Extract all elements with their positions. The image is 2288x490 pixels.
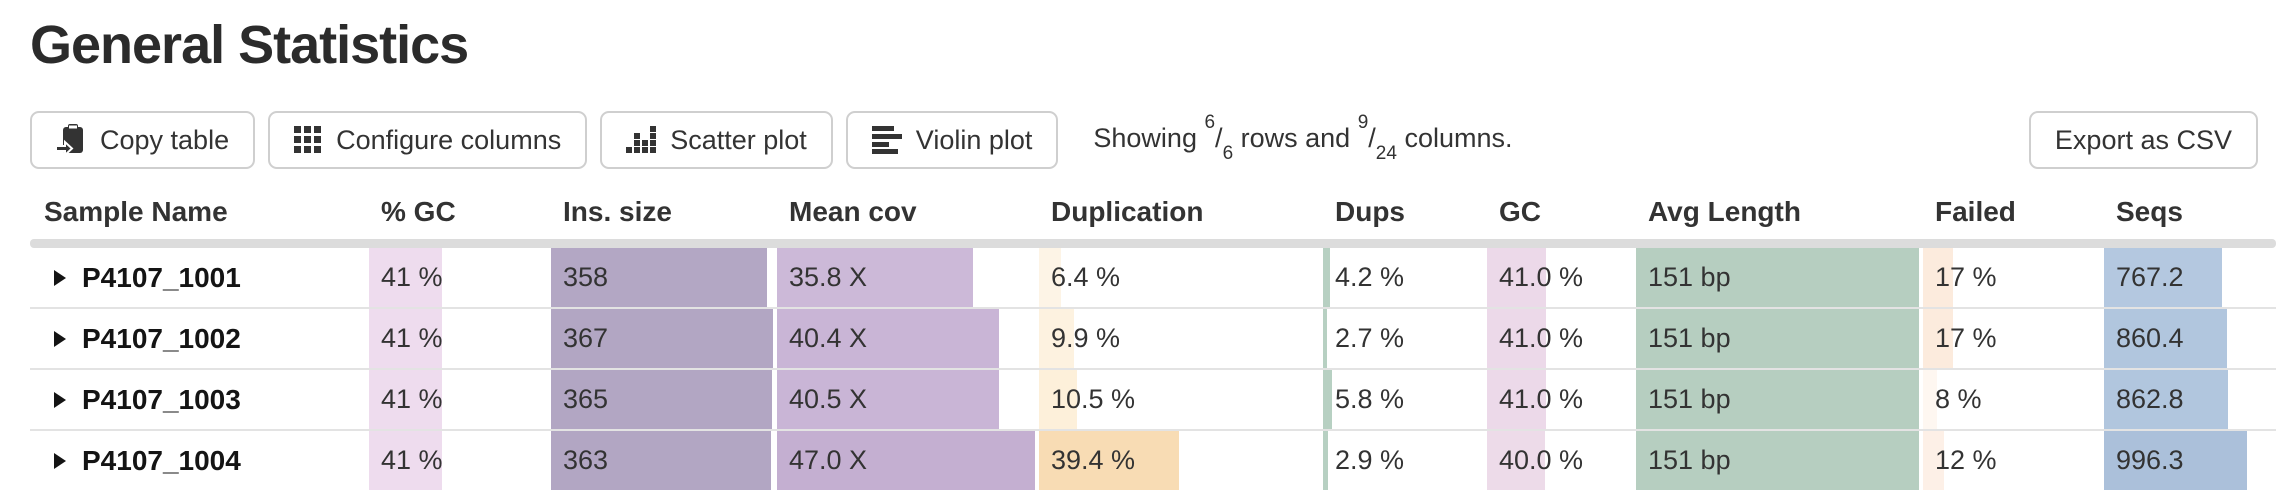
cell-duplication: 39.4 % bbox=[1039, 431, 1319, 490]
row-expand-arrow-icon bbox=[54, 330, 66, 347]
row-expand-arrow-icon bbox=[54, 452, 66, 469]
cell-gc-pct: 41 % bbox=[369, 370, 547, 429]
export-csv-button[interactable]: Export as CSV bbox=[2028, 111, 2258, 169]
cell-avg-length: 151 bp bbox=[1636, 248, 1919, 307]
cell-dups: 2.7 % bbox=[1323, 309, 1483, 368]
cell-failed: 8 % bbox=[1923, 370, 2100, 429]
scatter-dots-icon bbox=[626, 126, 657, 154]
col-header-sample-name[interactable]: Sample Name bbox=[44, 196, 228, 227]
cell-duplication: 10.5 % bbox=[1039, 370, 1319, 429]
col-header-avg-length[interactable]: Avg Length bbox=[1648, 196, 1801, 227]
sample-name-label: P4107_1004 bbox=[82, 444, 241, 476]
cell-gc-pct: 41 % bbox=[369, 431, 547, 490]
cell-gc: 41.0 % bbox=[1487, 248, 1632, 307]
configure-columns-button[interactable]: Configure columns bbox=[268, 111, 588, 169]
row-expand-arrow-icon bbox=[54, 391, 66, 408]
violin-bars-icon bbox=[871, 126, 902, 154]
cell-mean-cov: 40.5 X bbox=[777, 370, 1035, 429]
sample-name-cell[interactable]: P4107_1003 bbox=[30, 370, 365, 429]
cell-ins-size: 358 bbox=[551, 248, 773, 307]
table-body: P4107_1001 41 % 358 35.8 X 6.4 % 4.2 % 4… bbox=[30, 248, 2276, 490]
violin-plot-label: Violin plot bbox=[915, 124, 1033, 155]
table-row: P4107_1002 41 % 367 40.4 X 9.9 % 2.7 % 4… bbox=[30, 309, 2276, 370]
export-csv-label: Export as CSV bbox=[2054, 124, 2232, 155]
col-header-mean-cov[interactable]: Mean cov bbox=[789, 196, 917, 227]
showing-rows-columns-text: Showing 6/6 rows and 9/24 columns. bbox=[1093, 111, 1513, 165]
cell-avg-length: 151 bp bbox=[1636, 431, 1919, 490]
grid-icon bbox=[294, 126, 322, 154]
table-header-row: Sample Name % GC Ins. size Mean cov Dupl… bbox=[30, 192, 2276, 236]
cell-avg-length: 151 bp bbox=[1636, 370, 1919, 429]
cell-seqs: 860.4 bbox=[2104, 309, 2272, 368]
cell-dups: 5.8 % bbox=[1323, 370, 1483, 429]
col-header-gc-pct[interactable]: % GC bbox=[381, 196, 456, 227]
copy-table-label: Copy table bbox=[100, 124, 230, 155]
cell-failed: 17 % bbox=[1923, 309, 2100, 368]
sample-name-cell[interactable]: P4107_1004 bbox=[30, 431, 365, 490]
cell-seqs: 767.2 bbox=[2104, 248, 2272, 307]
cell-gc: 41.0 % bbox=[1487, 309, 1632, 368]
copy-table-button[interactable]: Copy table bbox=[30, 111, 256, 169]
sample-name-label: P4107_1002 bbox=[82, 322, 241, 354]
row-expand-arrow-icon bbox=[54, 269, 66, 286]
cell-ins-size: 367 bbox=[551, 309, 773, 368]
cell-failed: 12 % bbox=[1923, 431, 2100, 490]
col-header-gc[interactable]: GC bbox=[1499, 196, 1541, 227]
cell-gc-pct: 41 % bbox=[369, 248, 547, 307]
col-header-ins-size[interactable]: Ins. size bbox=[563, 196, 672, 227]
col-header-failed[interactable]: Failed bbox=[1935, 196, 2016, 227]
sample-name-cell[interactable]: P4107_1001 bbox=[30, 248, 365, 307]
copy-table-icon bbox=[56, 124, 86, 156]
col-header-duplication[interactable]: Duplication bbox=[1051, 196, 1204, 227]
violin-plot-button[interactable]: Violin plot bbox=[845, 111, 1059, 169]
cell-dups: 2.9 % bbox=[1323, 431, 1483, 490]
header-underline bbox=[30, 239, 2276, 248]
cell-mean-cov: 40.4 X bbox=[777, 309, 1035, 368]
cell-duplication: 6.4 % bbox=[1039, 248, 1319, 307]
cell-seqs: 862.8 bbox=[2104, 370, 2272, 429]
cell-dups: 4.2 % bbox=[1323, 248, 1483, 307]
page-title: General Statistics bbox=[30, 15, 469, 75]
configure-columns-label: Configure columns bbox=[336, 124, 562, 155]
table-row: P4107_1004 41 % 363 47.0 X 39.4 % 2.9 % … bbox=[30, 431, 2276, 490]
cell-gc: 40.0 % bbox=[1487, 431, 1632, 490]
cell-mean-cov: 47.0 X bbox=[777, 431, 1035, 490]
general-stats-table: Sample Name % GC Ins. size Mean cov Dupl… bbox=[30, 192, 2276, 490]
scatter-plot-label: Scatter plot bbox=[670, 124, 807, 155]
cell-gc-pct: 41 % bbox=[369, 309, 547, 368]
cell-failed: 17 % bbox=[1923, 248, 2100, 307]
table-row: P4107_1001 41 % 358 35.8 X 6.4 % 4.2 % 4… bbox=[30, 248, 2276, 309]
table-toolbar: Copy table Configure columns bbox=[30, 110, 2288, 170]
cell-duplication: 9.9 % bbox=[1039, 309, 1319, 368]
cell-ins-size: 365 bbox=[551, 370, 773, 429]
sample-name-cell[interactable]: P4107_1002 bbox=[30, 309, 365, 368]
cell-seqs: 996.3 bbox=[2104, 431, 2272, 490]
scatter-plot-button[interactable]: Scatter plot bbox=[600, 111, 833, 169]
cell-gc: 41.0 % bbox=[1487, 370, 1632, 429]
col-header-seqs[interactable]: Seqs bbox=[2116, 196, 2183, 227]
sample-name-label: P4107_1001 bbox=[82, 261, 241, 293]
sample-name-label: P4107_1003 bbox=[82, 383, 241, 415]
col-header-dups[interactable]: Dups bbox=[1335, 196, 1405, 227]
table-row: P4107_1003 41 % 365 40.5 X 10.5 % 5.8 % … bbox=[30, 370, 2276, 431]
cell-avg-length: 151 bp bbox=[1636, 309, 1919, 368]
cell-mean-cov: 35.8 X bbox=[777, 248, 1035, 307]
cell-ins-size: 363 bbox=[551, 431, 773, 490]
